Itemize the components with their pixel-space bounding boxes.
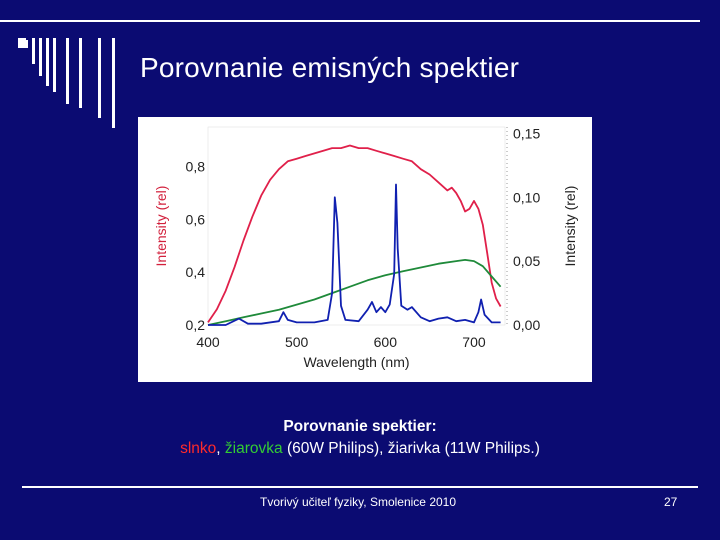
y-left-tick-label: 0,4 bbox=[186, 264, 206, 280]
x-tick-label: 500 bbox=[285, 334, 309, 350]
series-line-bulb bbox=[207, 259, 502, 326]
y-right-tick-label: 0,05 bbox=[513, 253, 540, 269]
caption-sun: slnko bbox=[180, 440, 217, 457]
footer-divider bbox=[22, 486, 698, 488]
y-right-tick-label: 0,00 bbox=[513, 317, 540, 333]
series-line-fluorescent bbox=[208, 183, 501, 326]
y-left-tick-label: 0,6 bbox=[186, 211, 206, 227]
x-tick-label: 700 bbox=[462, 334, 486, 350]
y-left-axis-label: Intensity (rel) bbox=[153, 186, 169, 267]
page-number: 27 bbox=[664, 495, 678, 509]
chart-canvas: 400 500 600 700 0,2 0,4 0,6 0,8 0,00 0,05 0,10 0,15… bbox=[153, 125, 578, 370]
spectrum-chart: 400 500 600 700 0,2 0,4 0,6 0,8 0,00 0,05 0,10 0,15… bbox=[138, 117, 592, 382]
x-tick-label: 400 bbox=[196, 334, 220, 350]
y-left-tick-label: 0,8 bbox=[186, 159, 206, 175]
slide-title: Porovnanie emisných spektier bbox=[140, 52, 520, 83]
caption-legend: slnko, žiarovka (60W Philips), žiarivka … bbox=[0, 440, 720, 458]
y-right-tick-label: 0,15 bbox=[513, 125, 540, 141]
y-right-tick-label: 0,10 bbox=[513, 189, 540, 205]
plot-area bbox=[207, 126, 506, 326]
y-right-axis-label: Intensity (rel) bbox=[562, 186, 578, 267]
caption-bulb: žiarovka bbox=[224, 440, 283, 457]
caption-heading: Porovnanie spektier: bbox=[283, 418, 437, 435]
top-rule bbox=[0, 20, 700, 22]
caption-rest: (60W Philips), žiarivka (11W Philips.) bbox=[282, 440, 540, 457]
x-tick-label: 600 bbox=[374, 334, 398, 350]
y-left-tick-label: 0,2 bbox=[186, 317, 206, 333]
footer-text: Tvorivý učiteľ fyziky, Smolenice 2010 bbox=[260, 495, 457, 509]
series-line-sun bbox=[207, 144, 502, 323]
caption-separator: , bbox=[216, 440, 225, 457]
decorative-bars bbox=[18, 38, 115, 128]
x-axis-label: Wavelength (nm) bbox=[303, 354, 409, 370]
